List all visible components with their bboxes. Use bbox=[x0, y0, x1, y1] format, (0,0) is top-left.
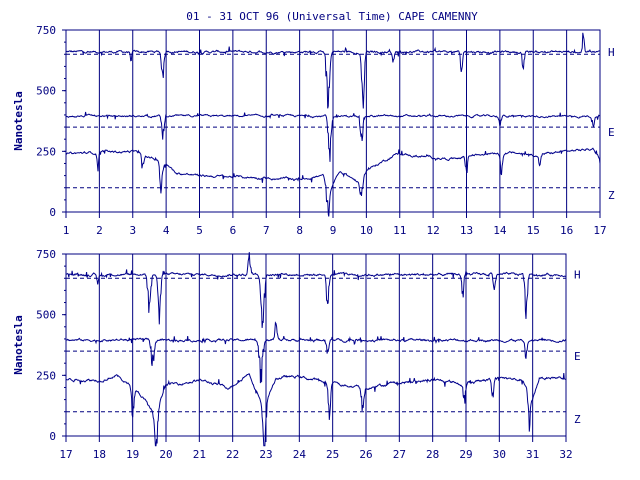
component-label-E: E bbox=[574, 350, 581, 363]
x-tick-label: 21 bbox=[193, 448, 206, 461]
x-tick-label: 30 bbox=[493, 448, 506, 461]
panel-1: 1 2 3 4 5 6 7 8 9 10 11 12 13 14 15 16 170250500750Nanot… bbox=[12, 24, 615, 237]
x-tick-label: 4 bbox=[163, 224, 170, 237]
x-tick-label: 2 bbox=[96, 224, 103, 237]
x-tick-label: 9 bbox=[330, 224, 337, 237]
x-tick-label: 14 bbox=[493, 224, 507, 237]
y-tick-label: 250 bbox=[36, 145, 56, 158]
x-tick-label: 22 bbox=[226, 448, 239, 461]
y-tick-label: 500 bbox=[36, 85, 56, 98]
x-tick-label: 11 bbox=[393, 224, 406, 237]
series-E-trace bbox=[65, 321, 567, 384]
component-label-Z: Z bbox=[574, 413, 581, 426]
chart-title: 01 - 31 OCT 96 (Universal Time) CAPE CAM… bbox=[186, 10, 478, 23]
plot-frame bbox=[65, 253, 567, 437]
x-tick-label: 27 bbox=[393, 448, 406, 461]
x-tick-label: 16 bbox=[560, 224, 573, 237]
x-tick-label: 3 bbox=[129, 224, 136, 237]
x-tick-label: 7 bbox=[263, 224, 270, 237]
x-tick-label: 31 bbox=[526, 448, 539, 461]
y-axis-label: Nanotesla bbox=[12, 91, 25, 151]
component-label-H: H bbox=[574, 269, 581, 282]
x-tick-label: 19 bbox=[126, 448, 139, 461]
x-tick-label: 17 bbox=[59, 448, 72, 461]
y-axis-label: Nanotesla bbox=[12, 315, 25, 375]
y-tick-label: 0 bbox=[49, 206, 56, 219]
x-tick-label: 18 bbox=[93, 448, 106, 461]
series-H-trace bbox=[65, 32, 601, 109]
x-tick-label: 26 bbox=[359, 448, 372, 461]
series-H-trace bbox=[65, 252, 567, 328]
component-label-Z: Z bbox=[608, 189, 615, 202]
series-Z-trace bbox=[65, 373, 567, 447]
component-label-E: E bbox=[608, 126, 615, 139]
series-Z-trace bbox=[65, 147, 601, 217]
x-tick-label: 15 bbox=[527, 224, 540, 237]
x-tick-label: 10 bbox=[360, 224, 373, 237]
y-tick-label: 750 bbox=[36, 248, 56, 261]
y-tick-label: 250 bbox=[36, 369, 56, 382]
panel-2: 17 18 19 20 21 22 23 24 25 26 27 28 29 30 31 32 0 250 500 7… bbox=[12, 248, 581, 461]
x-tick-label: 13 bbox=[460, 224, 473, 237]
x-tick-label: 17 bbox=[593, 224, 606, 237]
x-tick-label: 29 bbox=[459, 448, 472, 461]
y-tick-label: 0 bbox=[49, 430, 56, 443]
series-E-trace bbox=[65, 111, 601, 162]
x-tick-label: 5 bbox=[196, 224, 203, 237]
x-tick-label: 23 bbox=[259, 448, 272, 461]
x-tick-label: 32 bbox=[559, 448, 572, 461]
x-tick-label: 8 bbox=[296, 224, 303, 237]
x-tick-label: 6 bbox=[230, 224, 237, 237]
y-tick-label: 500 bbox=[36, 309, 56, 322]
x-tick-label: 12 bbox=[427, 224, 440, 237]
x-tick-label: 20 bbox=[159, 448, 172, 461]
component-label-H: H bbox=[608, 46, 615, 59]
x-tick-label: 24 bbox=[293, 448, 307, 461]
x-tick-label: 25 bbox=[326, 448, 339, 461]
x-tick-label: 28 bbox=[426, 448, 439, 461]
y-tick-label: 750 bbox=[36, 24, 56, 37]
x-tick-label: 1 bbox=[63, 224, 70, 237]
